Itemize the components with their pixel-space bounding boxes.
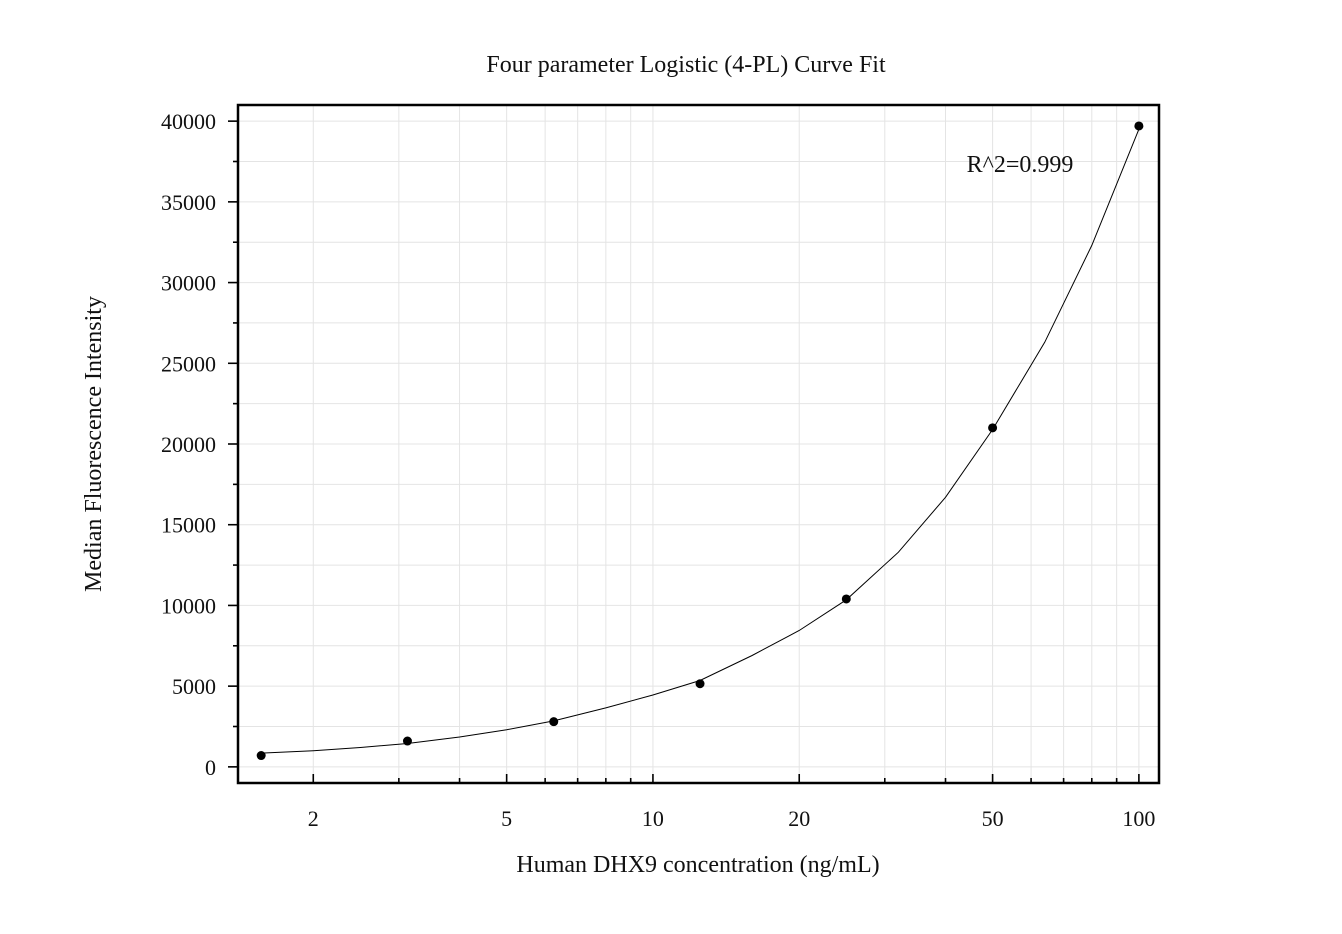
y-axis-label: Median Fluorescence Intensity xyxy=(81,296,107,592)
y-tick-label: 10000 xyxy=(161,593,216,618)
x-tick-label: 2 xyxy=(308,806,319,831)
r-squared-annotation: R^2=0.999 xyxy=(967,152,1074,178)
x-tick-labels: 2 5 10 20 50 100 xyxy=(308,806,1156,831)
data-points-layer xyxy=(256,121,1144,761)
y-tick-label: 40000 xyxy=(161,109,216,134)
fit-curve-layer xyxy=(261,129,1140,754)
x-axis-label: Human DHX9 concentration (ng/mL) xyxy=(516,852,879,878)
chart-title: Four parameter Logistic (4-PL) Curve Fit xyxy=(486,52,886,78)
fit-curve xyxy=(261,129,1140,754)
data-point xyxy=(402,736,412,746)
grid xyxy=(238,105,1159,783)
x-tick-label: 10 xyxy=(642,806,664,831)
y-tick-label: 5000 xyxy=(172,674,216,699)
y-tick-labels: 0 5000 10000 15000 20000 25000 30000 35000 40000 xyxy=(161,109,216,780)
x-tick-label: 100 xyxy=(1122,806,1155,831)
data-point xyxy=(695,679,705,689)
axis-ticks xyxy=(228,120,1140,783)
y-tick-label: 0 xyxy=(205,755,216,780)
x-tick-label: 50 xyxy=(982,806,1004,831)
y-tick-label: 20000 xyxy=(161,432,216,457)
x-tick-label: 20 xyxy=(788,806,810,831)
data-point xyxy=(549,717,559,727)
y-tick-label: 35000 xyxy=(161,190,216,215)
y-tick-label: 25000 xyxy=(161,351,216,376)
y-tick-label: 15000 xyxy=(161,513,216,538)
data-point xyxy=(841,594,851,604)
data-point xyxy=(1134,121,1144,131)
data-point xyxy=(256,751,266,761)
y-tick-label: 30000 xyxy=(161,271,216,296)
data-point xyxy=(988,423,998,433)
x-tick-label: 5 xyxy=(501,806,512,831)
